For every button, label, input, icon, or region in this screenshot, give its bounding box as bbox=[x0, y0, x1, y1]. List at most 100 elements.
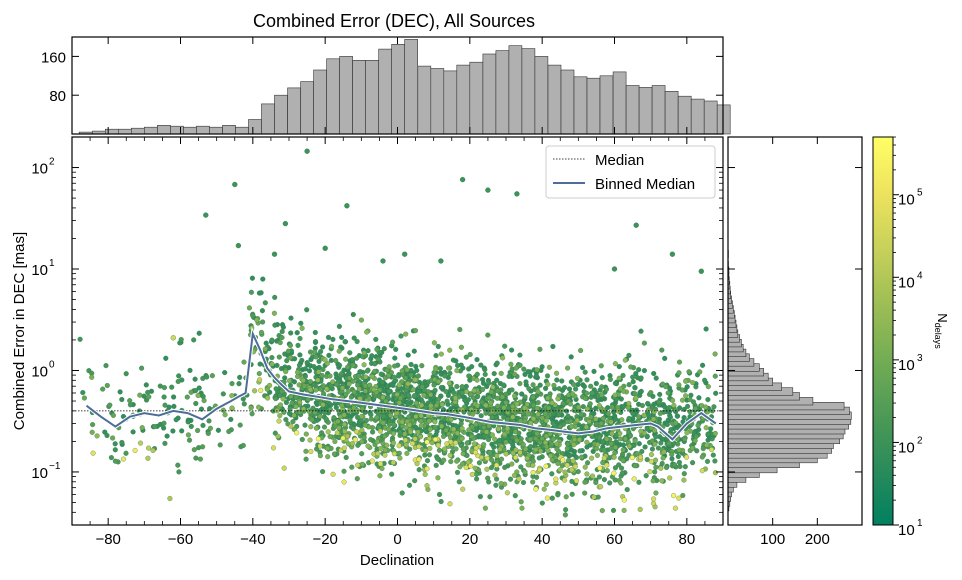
scatter-point bbox=[645, 400, 651, 407]
scatter-point bbox=[307, 387, 313, 393]
scatter-point bbox=[556, 411, 562, 417]
scatter-point bbox=[295, 342, 301, 348]
scatter-point bbox=[604, 468, 610, 474]
scatter-point bbox=[145, 455, 151, 461]
scatter-point bbox=[472, 449, 479, 455]
top-histogram-bar bbox=[443, 70, 458, 135]
scatter-point bbox=[300, 377, 306, 383]
scatter-point bbox=[196, 385, 202, 391]
colorbar-label: Ndelays bbox=[933, 313, 950, 349]
scatter-point bbox=[309, 417, 315, 423]
scatter-point bbox=[127, 398, 133, 404]
scatter-point bbox=[686, 369, 692, 375]
scatter-point bbox=[516, 476, 522, 482]
scatter-point bbox=[554, 370, 560, 376]
scatter-point bbox=[522, 405, 528, 411]
scatter-point bbox=[205, 430, 211, 436]
scatter-point bbox=[554, 441, 560, 447]
scatter-point bbox=[304, 148, 310, 154]
scatter-point bbox=[523, 379, 529, 385]
scatter-point bbox=[377, 473, 383, 479]
scatter-point bbox=[519, 391, 525, 397]
scatter-point bbox=[375, 356, 381, 362]
colorbar-tick-exponent: 1 bbox=[917, 518, 923, 529]
scatter-point bbox=[613, 444, 619, 450]
scatter-point bbox=[549, 471, 555, 477]
scatter-point bbox=[438, 498, 444, 505]
top-histogram-bar bbox=[391, 43, 406, 135]
top-histogram-bar bbox=[716, 104, 731, 135]
scatter-point bbox=[283, 399, 289, 406]
scatter-point bbox=[294, 430, 300, 436]
scatter-point bbox=[542, 439, 549, 446]
scatter-point bbox=[684, 384, 690, 390]
scatter-point bbox=[512, 371, 518, 377]
scatter-point bbox=[344, 433, 350, 439]
scatter-point bbox=[531, 402, 537, 408]
scatter-point bbox=[489, 414, 495, 420]
scatter-point bbox=[683, 378, 689, 384]
scatter-point bbox=[595, 494, 601, 500]
scatter-point bbox=[306, 409, 313, 415]
scatter-point bbox=[611, 454, 617, 460]
top-histogram-bar bbox=[521, 48, 536, 135]
scatter-point bbox=[656, 399, 662, 405]
scatter-point bbox=[341, 421, 348, 427]
scatter-point bbox=[485, 437, 492, 443]
scatter-point bbox=[396, 443, 402, 449]
scatter-point bbox=[473, 421, 479, 427]
scatter-point bbox=[413, 413, 419, 420]
scatter-point bbox=[683, 393, 689, 399]
scatter-point bbox=[694, 448, 700, 454]
top-histogram-bar bbox=[144, 126, 158, 135]
scatter-point bbox=[496, 437, 503, 443]
scatter-point bbox=[473, 445, 479, 451]
scatter-point bbox=[568, 423, 575, 430]
scatter-point bbox=[571, 381, 577, 387]
scatter-point bbox=[283, 369, 289, 375]
top-histogram-bar bbox=[547, 64, 562, 135]
top-histogram-bar bbox=[664, 91, 679, 135]
scatter-point bbox=[652, 441, 658, 447]
scatter-point bbox=[384, 442, 390, 448]
scatter-point bbox=[258, 329, 265, 335]
scatter-point bbox=[651, 409, 657, 415]
scatter-point bbox=[598, 420, 604, 426]
scatter-point bbox=[591, 368, 597, 374]
top-histogram-bar bbox=[417, 65, 432, 135]
scatter-point bbox=[703, 326, 709, 332]
scatter-point bbox=[489, 432, 495, 438]
scatter-point bbox=[490, 384, 496, 390]
scatter-point bbox=[361, 362, 367, 368]
scatter-point bbox=[161, 385, 167, 391]
scatter-point bbox=[549, 495, 555, 501]
scatter-point bbox=[203, 212, 209, 218]
scatter-point bbox=[410, 386, 416, 393]
scatter-point bbox=[543, 481, 549, 487]
scatter-point bbox=[193, 400, 199, 407]
scatter-point bbox=[585, 460, 591, 466]
scatter-point bbox=[562, 469, 568, 475]
scatter-point bbox=[663, 464, 670, 471]
scatter-point bbox=[312, 339, 319, 345]
scatter-point bbox=[632, 385, 638, 391]
scatter-point bbox=[431, 340, 437, 346]
scatter-point bbox=[659, 460, 665, 467]
scatter-point bbox=[112, 458, 118, 464]
scatter-point bbox=[594, 442, 601, 448]
y-tick-label: 10 bbox=[31, 161, 48, 178]
scatter-point bbox=[229, 381, 235, 387]
scatter-point bbox=[317, 413, 323, 419]
scatter-point bbox=[629, 455, 635, 461]
scatter-point bbox=[534, 405, 540, 411]
scatter-point bbox=[533, 435, 539, 441]
scatter-point bbox=[560, 457, 566, 463]
colorbar-tick-exponent: 3 bbox=[917, 353, 923, 364]
scatter-point bbox=[537, 382, 543, 388]
scatter-point bbox=[620, 457, 626, 463]
scatter-point bbox=[603, 386, 610, 392]
scatter-point bbox=[556, 386, 562, 392]
scatter-point bbox=[512, 429, 518, 435]
scatter-point bbox=[584, 471, 590, 477]
scatter-point bbox=[171, 403, 177, 409]
